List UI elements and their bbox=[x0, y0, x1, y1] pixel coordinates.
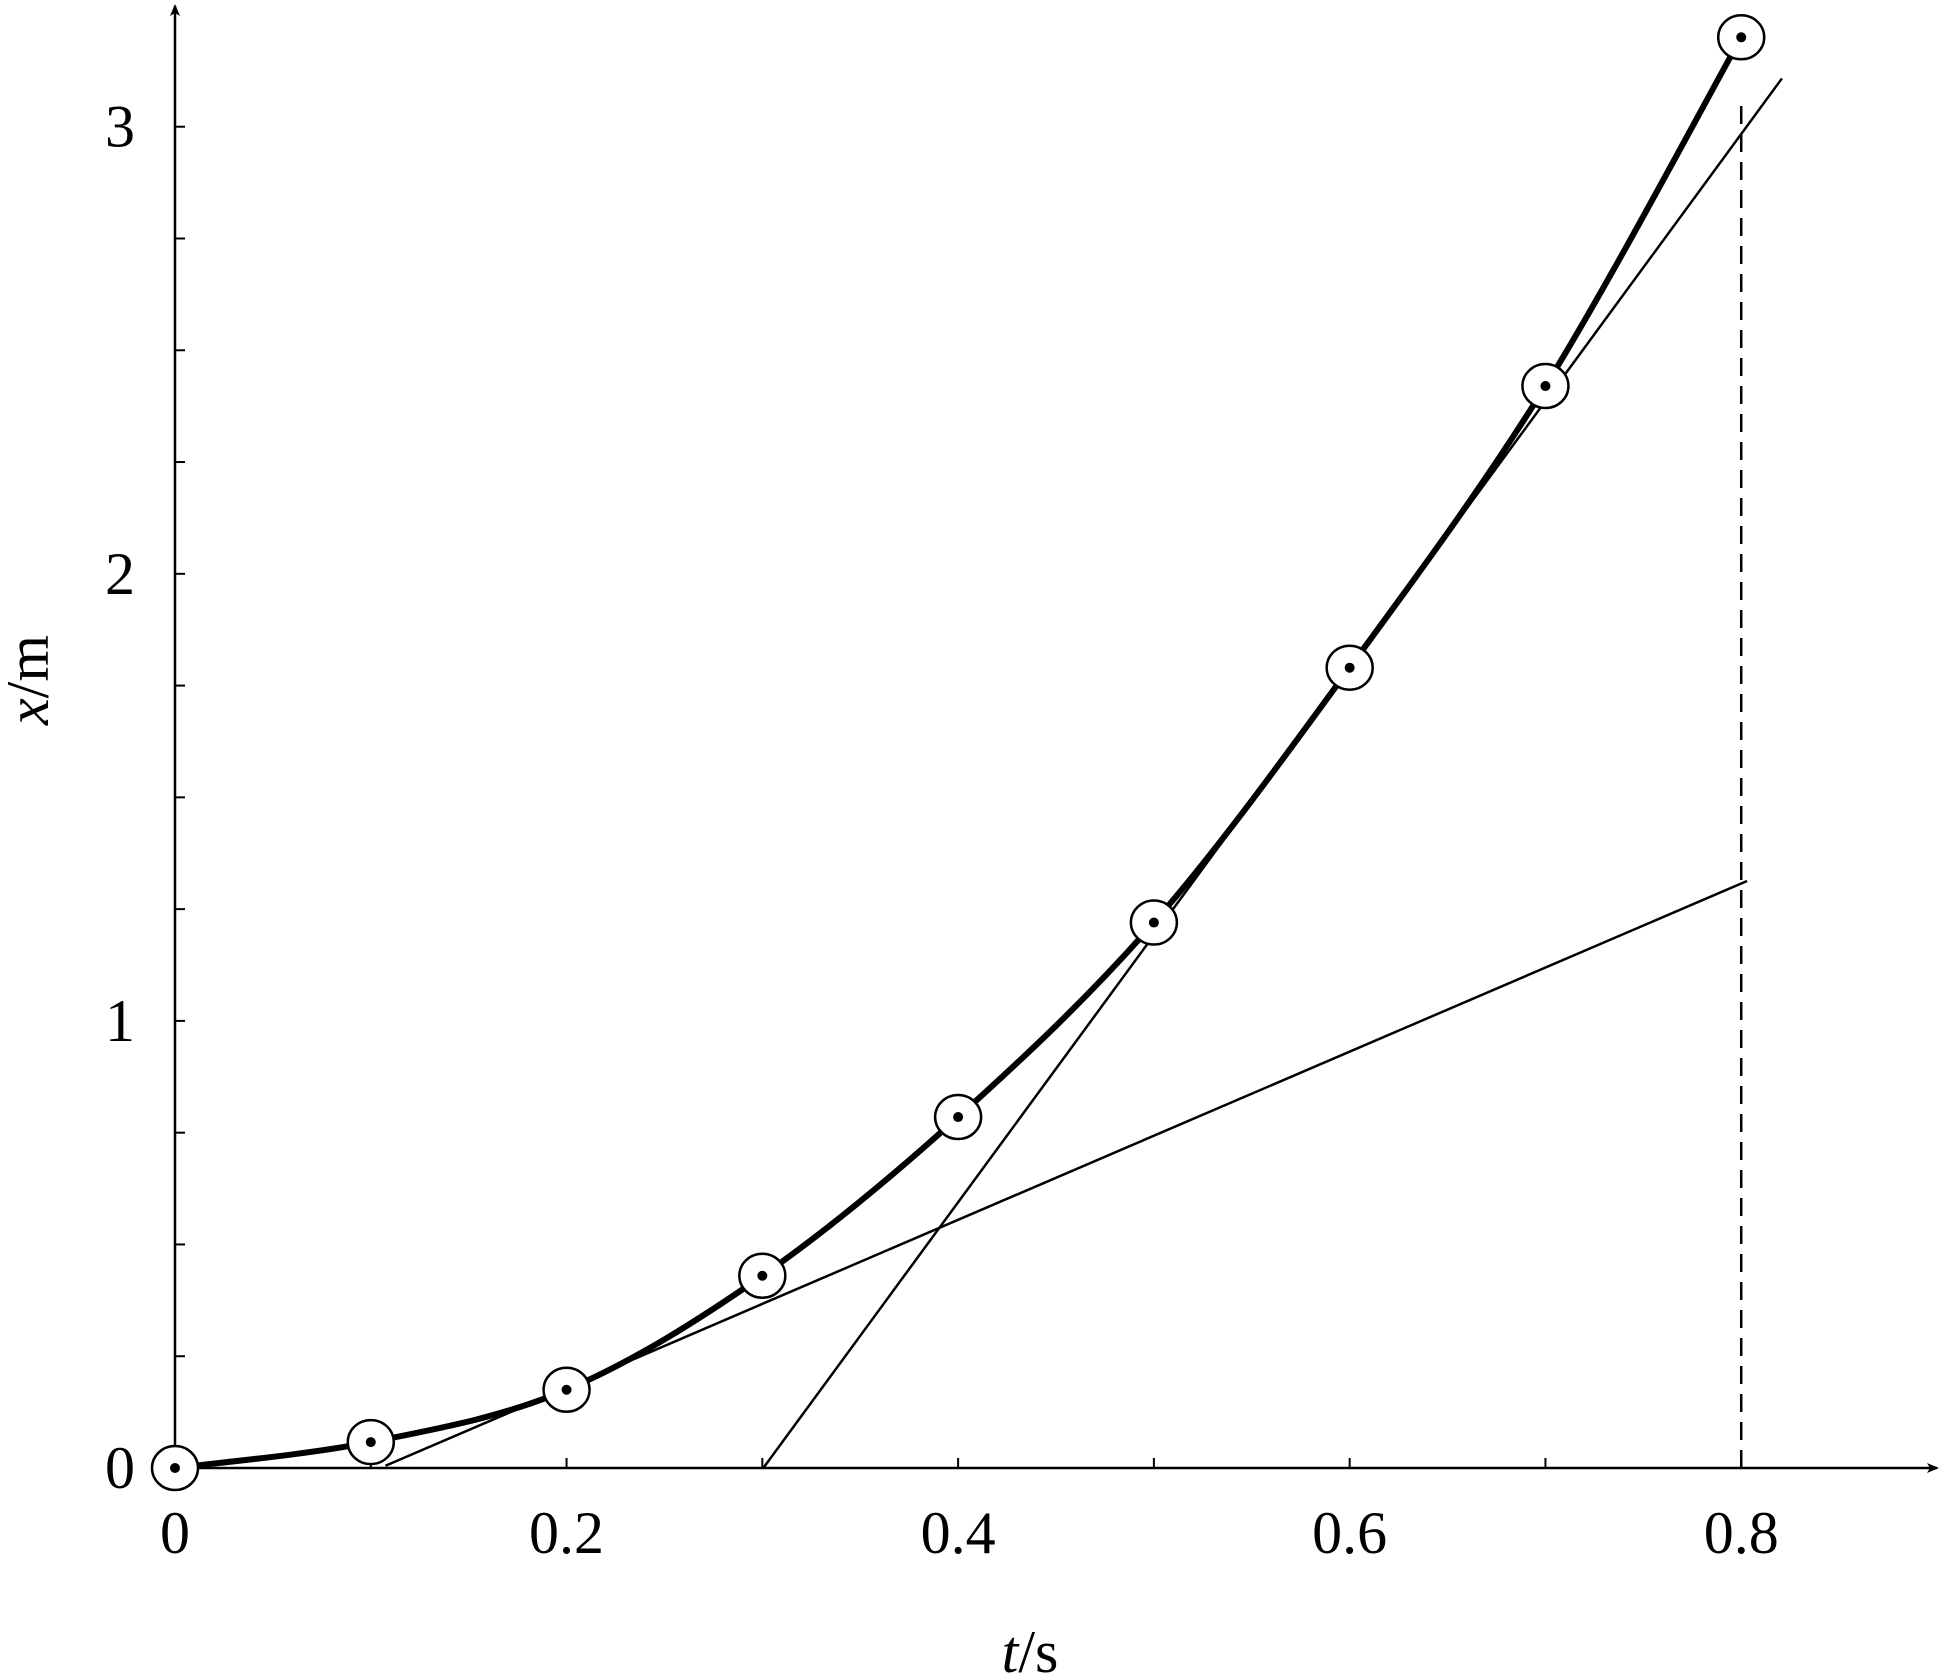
data-point-dot bbox=[561, 1384, 572, 1395]
y-tick-label: 1 bbox=[105, 988, 135, 1054]
data-point-dot bbox=[1344, 662, 1355, 673]
data-point-dot bbox=[1540, 381, 1551, 392]
data-point-dot bbox=[1736, 32, 1747, 43]
x-tick-label: 0.6 bbox=[1312, 1500, 1387, 1566]
y-label-unit: /m bbox=[0, 635, 61, 698]
data-point-dot bbox=[170, 1463, 180, 1473]
x-tick-label: 0 bbox=[160, 1500, 190, 1566]
y-axis-label: x/m bbox=[0, 635, 61, 726]
y-tick-label: 3 bbox=[105, 94, 135, 160]
y-tick-label: 0 bbox=[105, 1435, 135, 1501]
data-point-dot bbox=[365, 1437, 376, 1448]
x-label-unit: /s bbox=[1018, 1619, 1058, 1679]
x-label-symbol: t bbox=[1002, 1619, 1020, 1679]
x-tick-label: 0.2 bbox=[529, 1500, 604, 1566]
y-tick-label: 2 bbox=[105, 541, 135, 607]
y-label-symbol: x bbox=[0, 698, 61, 726]
data-point-dot bbox=[953, 1112, 964, 1123]
data-point-dot bbox=[757, 1270, 768, 1281]
data-point-dot bbox=[1148, 917, 1159, 928]
x-tick-label: 0.4 bbox=[921, 1500, 996, 1566]
x-tick-label: 0.8 bbox=[1704, 1500, 1779, 1566]
x-axis-label: t/s bbox=[1002, 1619, 1059, 1679]
fit-curve bbox=[174, 35, 1744, 1471]
